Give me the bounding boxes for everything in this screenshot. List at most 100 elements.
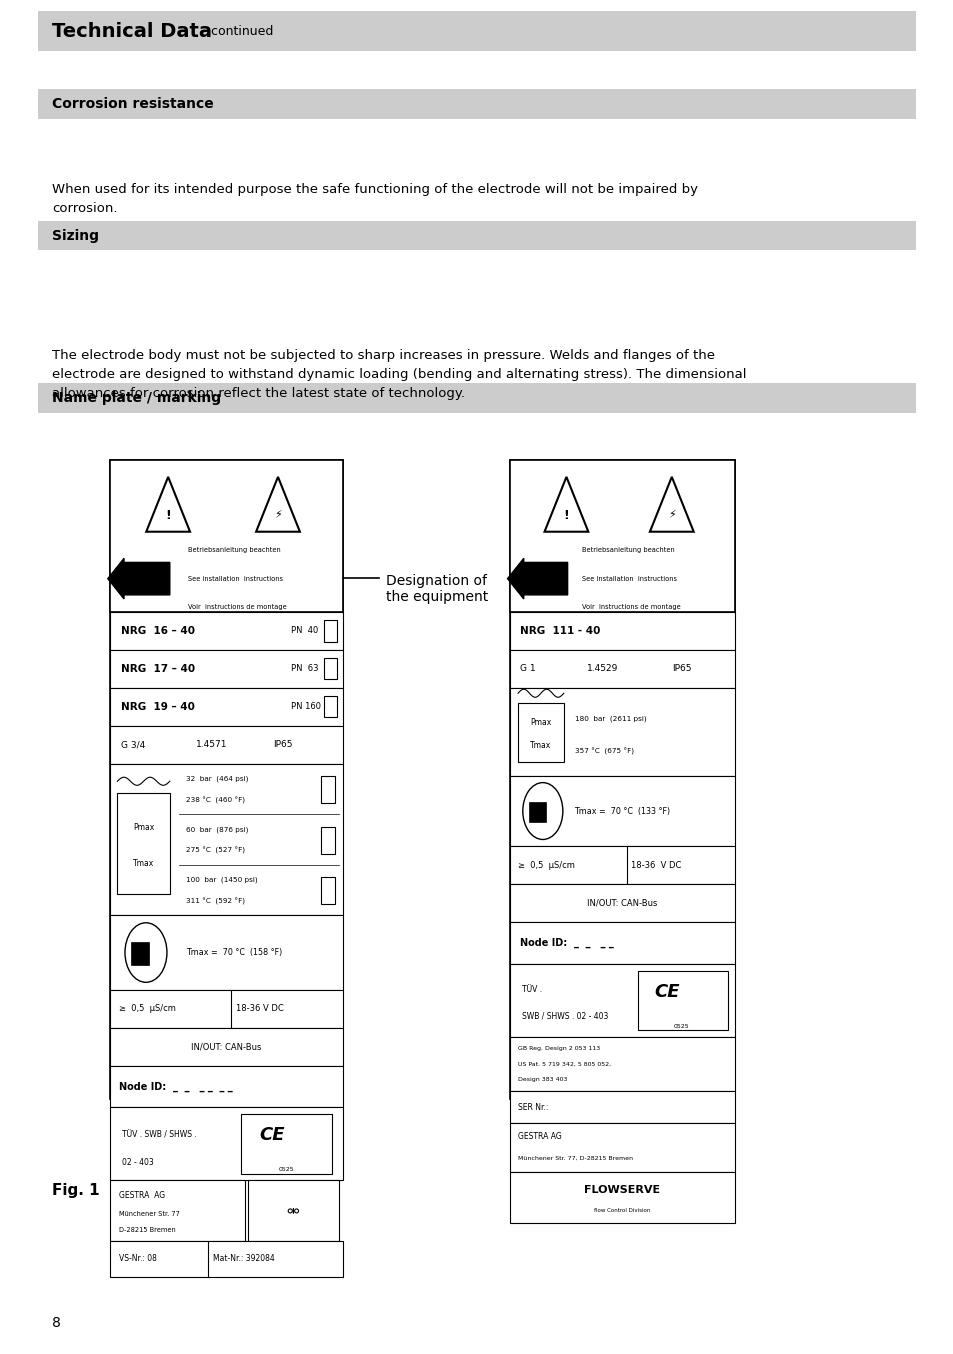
Text: 18-36  V DC: 18-36 V DC [631,861,681,869]
Text: When used for its intended purpose the safe functioning of the electrode will no: When used for its intended purpose the s… [52,183,698,215]
Text: TÜV . SWB / SHWS .: TÜV . SWB / SHWS . [122,1131,196,1140]
Bar [324,620,336,642]
Text: 0525: 0525 [674,1024,689,1029]
Text: Name plate / marking: Name plate / marking [52,391,221,405]
Text: ⚮: ⚮ [287,1204,299,1219]
Bar [110,1108,343,1181]
Bar [510,884,734,922]
Bar [110,1066,343,1108]
Text: FLOWSERVE: FLOWSERVE [584,1185,659,1196]
Bar [248,1181,338,1242]
Bar [510,1037,734,1091]
Text: Mat-Nr.: 392084: Mat-Nr.: 392084 [213,1254,274,1263]
Bar [117,793,170,894]
Bar [510,776,734,846]
Circle shape [125,923,167,983]
Text: Voir  instructions de montage: Voir instructions de montage [188,604,287,611]
Bar [638,971,727,1030]
Text: See installation  instructions: See installation instructions [188,575,283,582]
Text: Designation of
the equipment: Designation of the equipment [386,574,488,604]
Text: 100  bar  (1450 psi): 100 bar (1450 psi) [186,876,257,883]
Text: ⚡: ⚡ [274,510,281,520]
Circle shape [522,783,562,839]
Text: ≥  0,5  μS/cm: ≥ 0,5 μS/cm [119,1005,176,1013]
Text: Technical Data: Technical Data [52,22,213,41]
Text: D-28215 Bremen: D-28215 Bremen [119,1227,175,1233]
Bar [110,764,343,915]
Bar [510,922,734,964]
Bar [510,846,734,884]
Text: ⚡: ⚡ [667,510,675,520]
Text: NRG  17 – 40: NRG 17 – 40 [121,663,195,674]
Text: 8: 8 [52,1316,61,1330]
Bar [240,1114,332,1174]
Text: NRG  16 – 40: NRG 16 – 40 [121,626,195,636]
Bar [110,726,343,764]
Text: PN 160: PN 160 [291,703,320,711]
Text: NRG  19 – 40: NRG 19 – 40 [121,701,194,712]
FancyArrow shape [108,558,170,598]
Bar [321,826,335,853]
Text: 1.4529: 1.4529 [586,665,618,673]
Text: 1.4571: 1.4571 [196,741,228,749]
Bar [110,460,343,612]
Bar [510,964,734,1037]
Text: Betriebsanleitung beachten: Betriebsanleitung beachten [188,547,280,552]
Bar [110,688,343,726]
Bar [110,1028,343,1066]
Text: ≥  0,5  μS/cm: ≥ 0,5 μS/cm [517,861,575,869]
Text: G 3/4: G 3/4 [121,741,145,749]
Bar [510,460,734,1099]
Text: 02 - 403: 02 - 403 [122,1158,153,1167]
Bar [321,776,335,803]
Bar [510,1173,734,1224]
Text: PN  40: PN 40 [291,627,318,635]
Bar [38,11,915,51]
Text: 275 °C  (527 °F): 275 °C (527 °F) [186,848,245,854]
Text: Voir  instructions de montage: Voir instructions de montage [581,604,680,611]
Text: US Pat. 5 719 342, 5 805 052,: US Pat. 5 719 342, 5 805 052, [517,1062,611,1067]
Text: IP65: IP65 [671,665,691,673]
Text: !: ! [563,509,569,521]
Bar [38,221,915,250]
Text: 238 °C  (460 °F): 238 °C (460 °F) [186,796,245,804]
Bar [110,650,343,688]
Text: Tmax: Tmax [132,858,154,868]
Bar [510,460,734,612]
Bar [38,383,915,413]
Text: 180  bar  (2611 psi): 180 bar (2611 psi) [575,715,646,722]
Bar [110,1242,343,1277]
Text: See installation  instructions: See installation instructions [581,575,677,582]
Text: Betriebsanleitung beachten: Betriebsanleitung beachten [581,547,674,552]
Text: Münchener Str. 77, D-28215 Bremen: Münchener Str. 77, D-28215 Bremen [517,1156,633,1160]
Text: Corrosion resistance: Corrosion resistance [52,97,214,111]
Text: Node ID:  _  _   _ _  _ _: Node ID: _ _ _ _ _ _ [119,1082,233,1091]
Text: VS-Nr.: 08: VS-Nr.: 08 [119,1254,157,1263]
Text: 60  bar  (876 psi): 60 bar (876 psi) [186,826,248,833]
Bar [510,1091,734,1124]
Text: Pmax: Pmax [132,823,154,831]
Polygon shape [649,477,693,532]
Text: IP65: IP65 [273,741,293,749]
Bar [510,612,734,650]
Text: Pmax: Pmax [530,719,551,727]
Text: Design 383 403: Design 383 403 [517,1076,567,1082]
Text: GESTRA AG: GESTRA AG [517,1132,561,1141]
Text: NRG  111 - 40: NRG 111 - 40 [519,626,599,636]
Polygon shape [255,477,299,532]
Text: Tmax: Tmax [530,741,551,750]
Text: SER Nr.:: SER Nr.: [517,1102,548,1112]
Text: Münchener Str. 77: Münchener Str. 77 [119,1210,180,1217]
Bar [510,650,734,688]
Bar [110,1181,245,1242]
Bar [38,89,915,119]
Text: G 1: G 1 [519,665,535,673]
Bar [110,612,343,650]
Text: IN/OUT: CAN-Bus: IN/OUT: CAN-Bus [192,1043,261,1051]
Text: GB Reg. Design 2 053 113: GB Reg. Design 2 053 113 [517,1047,599,1051]
Bar [529,802,545,822]
Bar [324,658,336,680]
Text: !: ! [165,509,171,521]
Text: Node ID:  _  _   _ _: Node ID: _ _ _ _ [519,938,613,948]
Text: Sizing: Sizing [52,229,99,242]
